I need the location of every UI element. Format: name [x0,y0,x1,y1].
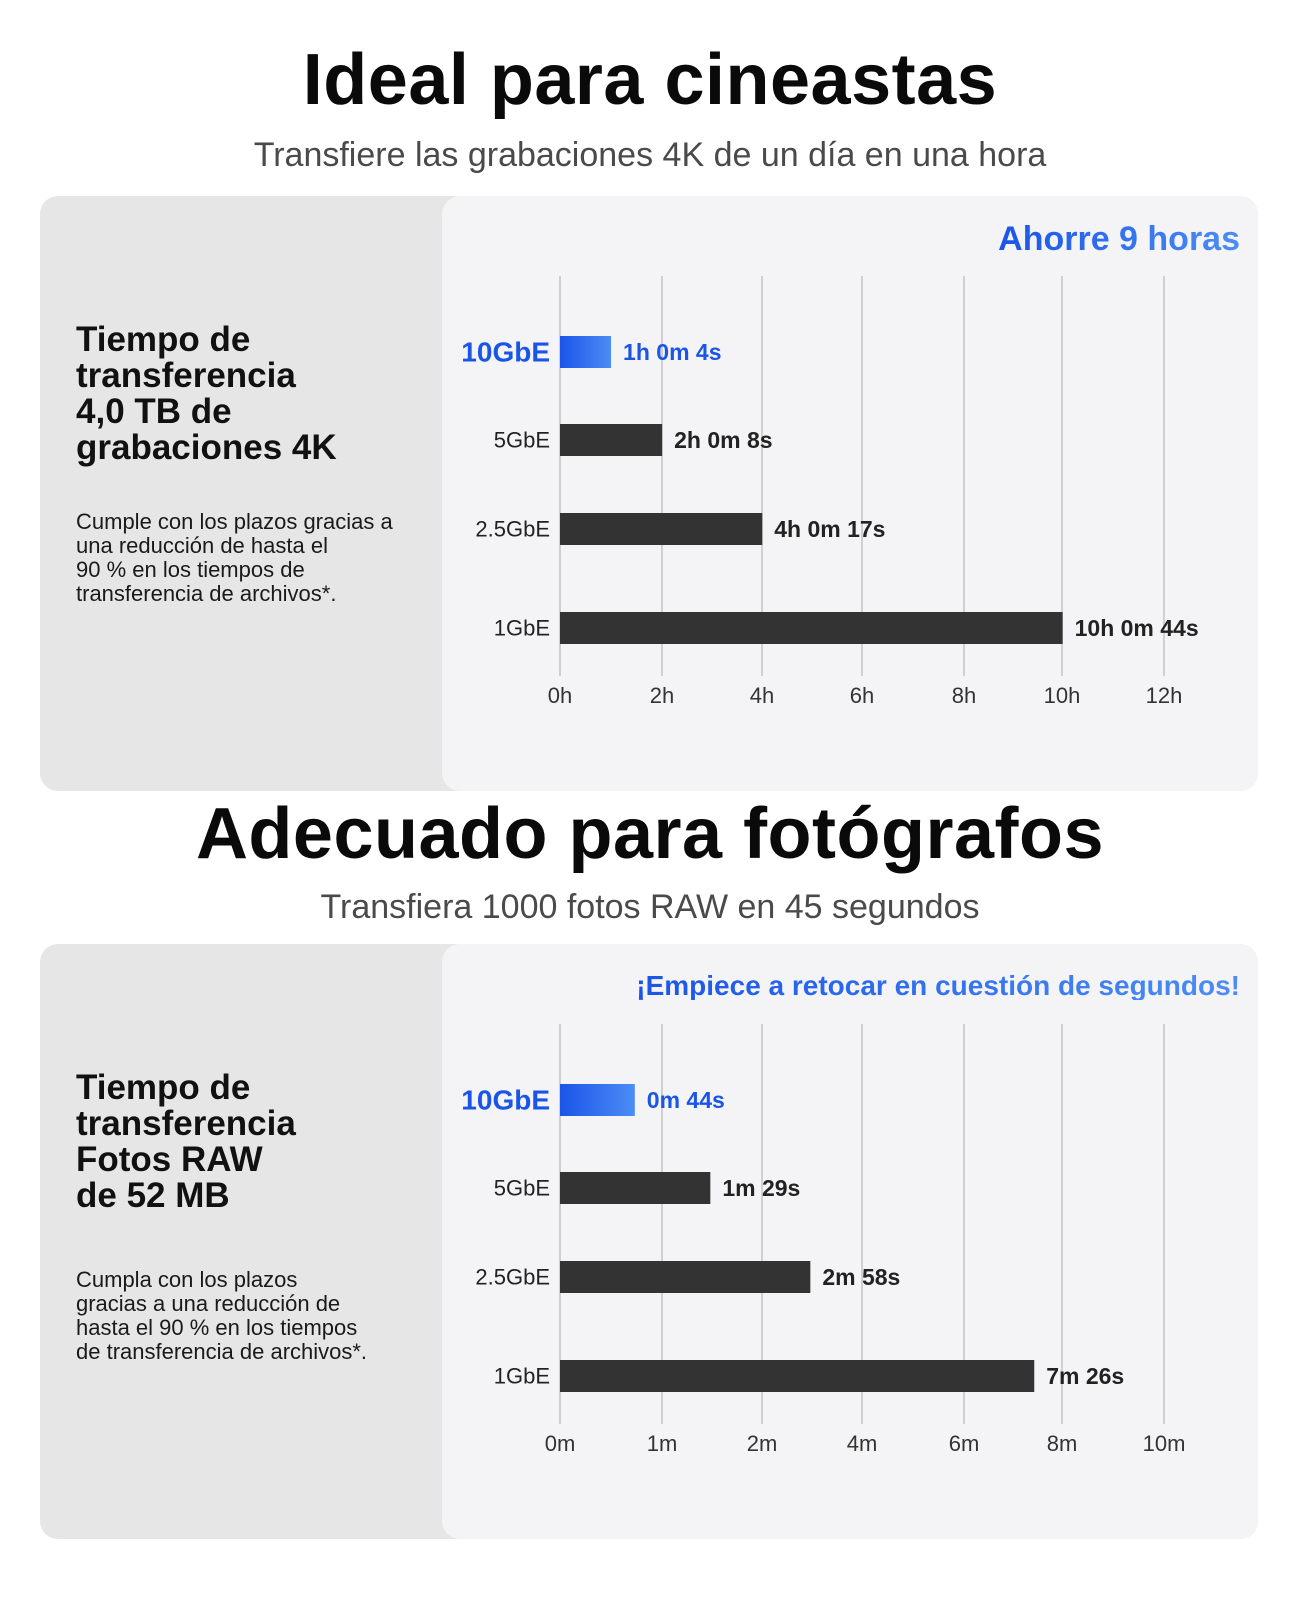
x-tick-label: 10h [1044,683,1081,708]
chart-panel-photographers: ¡Empiece a retocar en cuestión de segund… [442,944,1258,1539]
bar-highlighted [560,336,612,368]
category-label: 1GbE [494,1364,550,1389]
section-subtitle-photographers: Transfiera 1000 fotos RAW en 45 segundos [320,888,980,926]
bar [560,1261,811,1293]
x-tick-label: 6h [850,683,874,708]
highlight-retouch: ¡Empiece a retocar en cuestión de segund… [636,970,1240,1001]
card-heading-line: Fotos RAW [76,1140,263,1179]
card-heading-line: Tiempo de [76,320,251,359]
category-label: 10GbE [461,1085,550,1116]
bar-highlighted [560,1084,635,1116]
card-photographers: Tiempo de transferencia Fotos RAW de 52 … [40,944,1258,1539]
x-tick-label: 8h [952,683,976,708]
card-description-line: una reducción de hasta el [76,533,328,558]
category-label: 1GbE [494,616,550,641]
card-heading-line: de 52 MB [76,1176,230,1215]
card-description-filmmakers: Cumple con los plazos gracias a una redu… [76,510,436,606]
card-filmmakers: Tiempo de transferencia 4,0 TB de grabac… [40,196,1258,791]
category-label: 5GbE [494,428,550,453]
x-tick-label: 4m [847,1431,878,1456]
card-heading-line: transferencia [76,1104,296,1143]
data-label: 0m 44s [647,1087,725,1113]
bar [560,513,763,545]
x-tick-label: 1m [647,1431,678,1456]
bar [560,612,1063,644]
card-description-line: transferencia de archivos*. [76,581,337,606]
data-label: 10h 0m 44s [1075,615,1199,641]
x-tick-label: 0h [548,683,572,708]
card-heading-filmmakers: Tiempo de transferencia 4,0 TB de grabac… [76,322,337,466]
data-label: 1m 29s [722,1175,800,1201]
category-label: 2.5GbE [475,1265,550,1290]
data-label: 2h 0m 8s [674,427,772,453]
data-label: 7m 26s [1046,1363,1124,1389]
x-tick-label: 8m [1047,1431,1078,1456]
category-label: 2.5GbE [475,517,550,542]
card-description-line: de transferencia de archivos*. [76,1339,368,1364]
card-heading-photographers: Tiempo de transferencia Fotos RAW de 52 … [76,1070,296,1214]
data-label: 2m 58s [822,1264,900,1290]
card-heading-line: grabaciones 4K [76,428,337,467]
card-description-line: Cumpla con los plazos [76,1267,298,1292]
chart-panel-filmmakers: Ahorre 9 horas 0h 2h 4h 6h 8h 10h 12h 10GbE 1h 0… [442,196,1258,791]
x-tick-label: 12h [1146,683,1183,708]
bar [560,1172,711,1204]
bar [560,424,663,456]
card-heading-line: transferencia [76,356,296,395]
highlight-savings: Ahorre 9 horas [998,220,1240,258]
section-title-filmmakers: Ideal para cineastas [302,40,998,120]
category-label: 5GbE [494,1176,550,1201]
category-label: 10GbE [461,337,550,368]
x-tick-label: 2m [747,1431,778,1456]
bar [560,1360,1035,1392]
x-tick-label: 4h [750,683,774,708]
section-title-photographers: Adecuado para fotógrafos [195,794,1105,874]
card-heading-line: 4,0 TB de [76,392,232,431]
card-description-line: gracias a una reducción de [76,1291,341,1316]
x-tick-label: 10m [1143,1431,1186,1456]
x-tick-label: 0m [545,1431,576,1456]
card-description-line: Cumple con los plazos gracias a [76,509,393,534]
data-label: 4h 0m 17s [774,516,885,542]
x-tick-label: 2h [650,683,674,708]
data-label: 1h 0m 4s [623,339,721,365]
card-description-photographers: Cumpla con los plazos gracias a una redu… [76,1268,436,1364]
section-subtitle-filmmakers: Transfiere las grabaciones 4K de un día … [253,136,1047,174]
bar-chart-filmmakers: 0h 2h 4h 6h 8h 10h 12h 10GbE 1h 0m 4s 5GbE 2h 0m 8… [461,276,1199,708]
card-heading-line: Tiempo de [76,1068,251,1107]
card-description-line: hasta el 90 % en los tiempos [76,1315,358,1340]
x-tick-label: 6m [949,1431,980,1456]
card-description-line: 90 % en los tiempos de [76,557,305,582]
bar-chart-photographers: 0m 1m 2m 4m 6m 8m 10m 10GbE 0m 44s 5GbE 1m 29s 2.5G… [461,1024,1186,1456]
